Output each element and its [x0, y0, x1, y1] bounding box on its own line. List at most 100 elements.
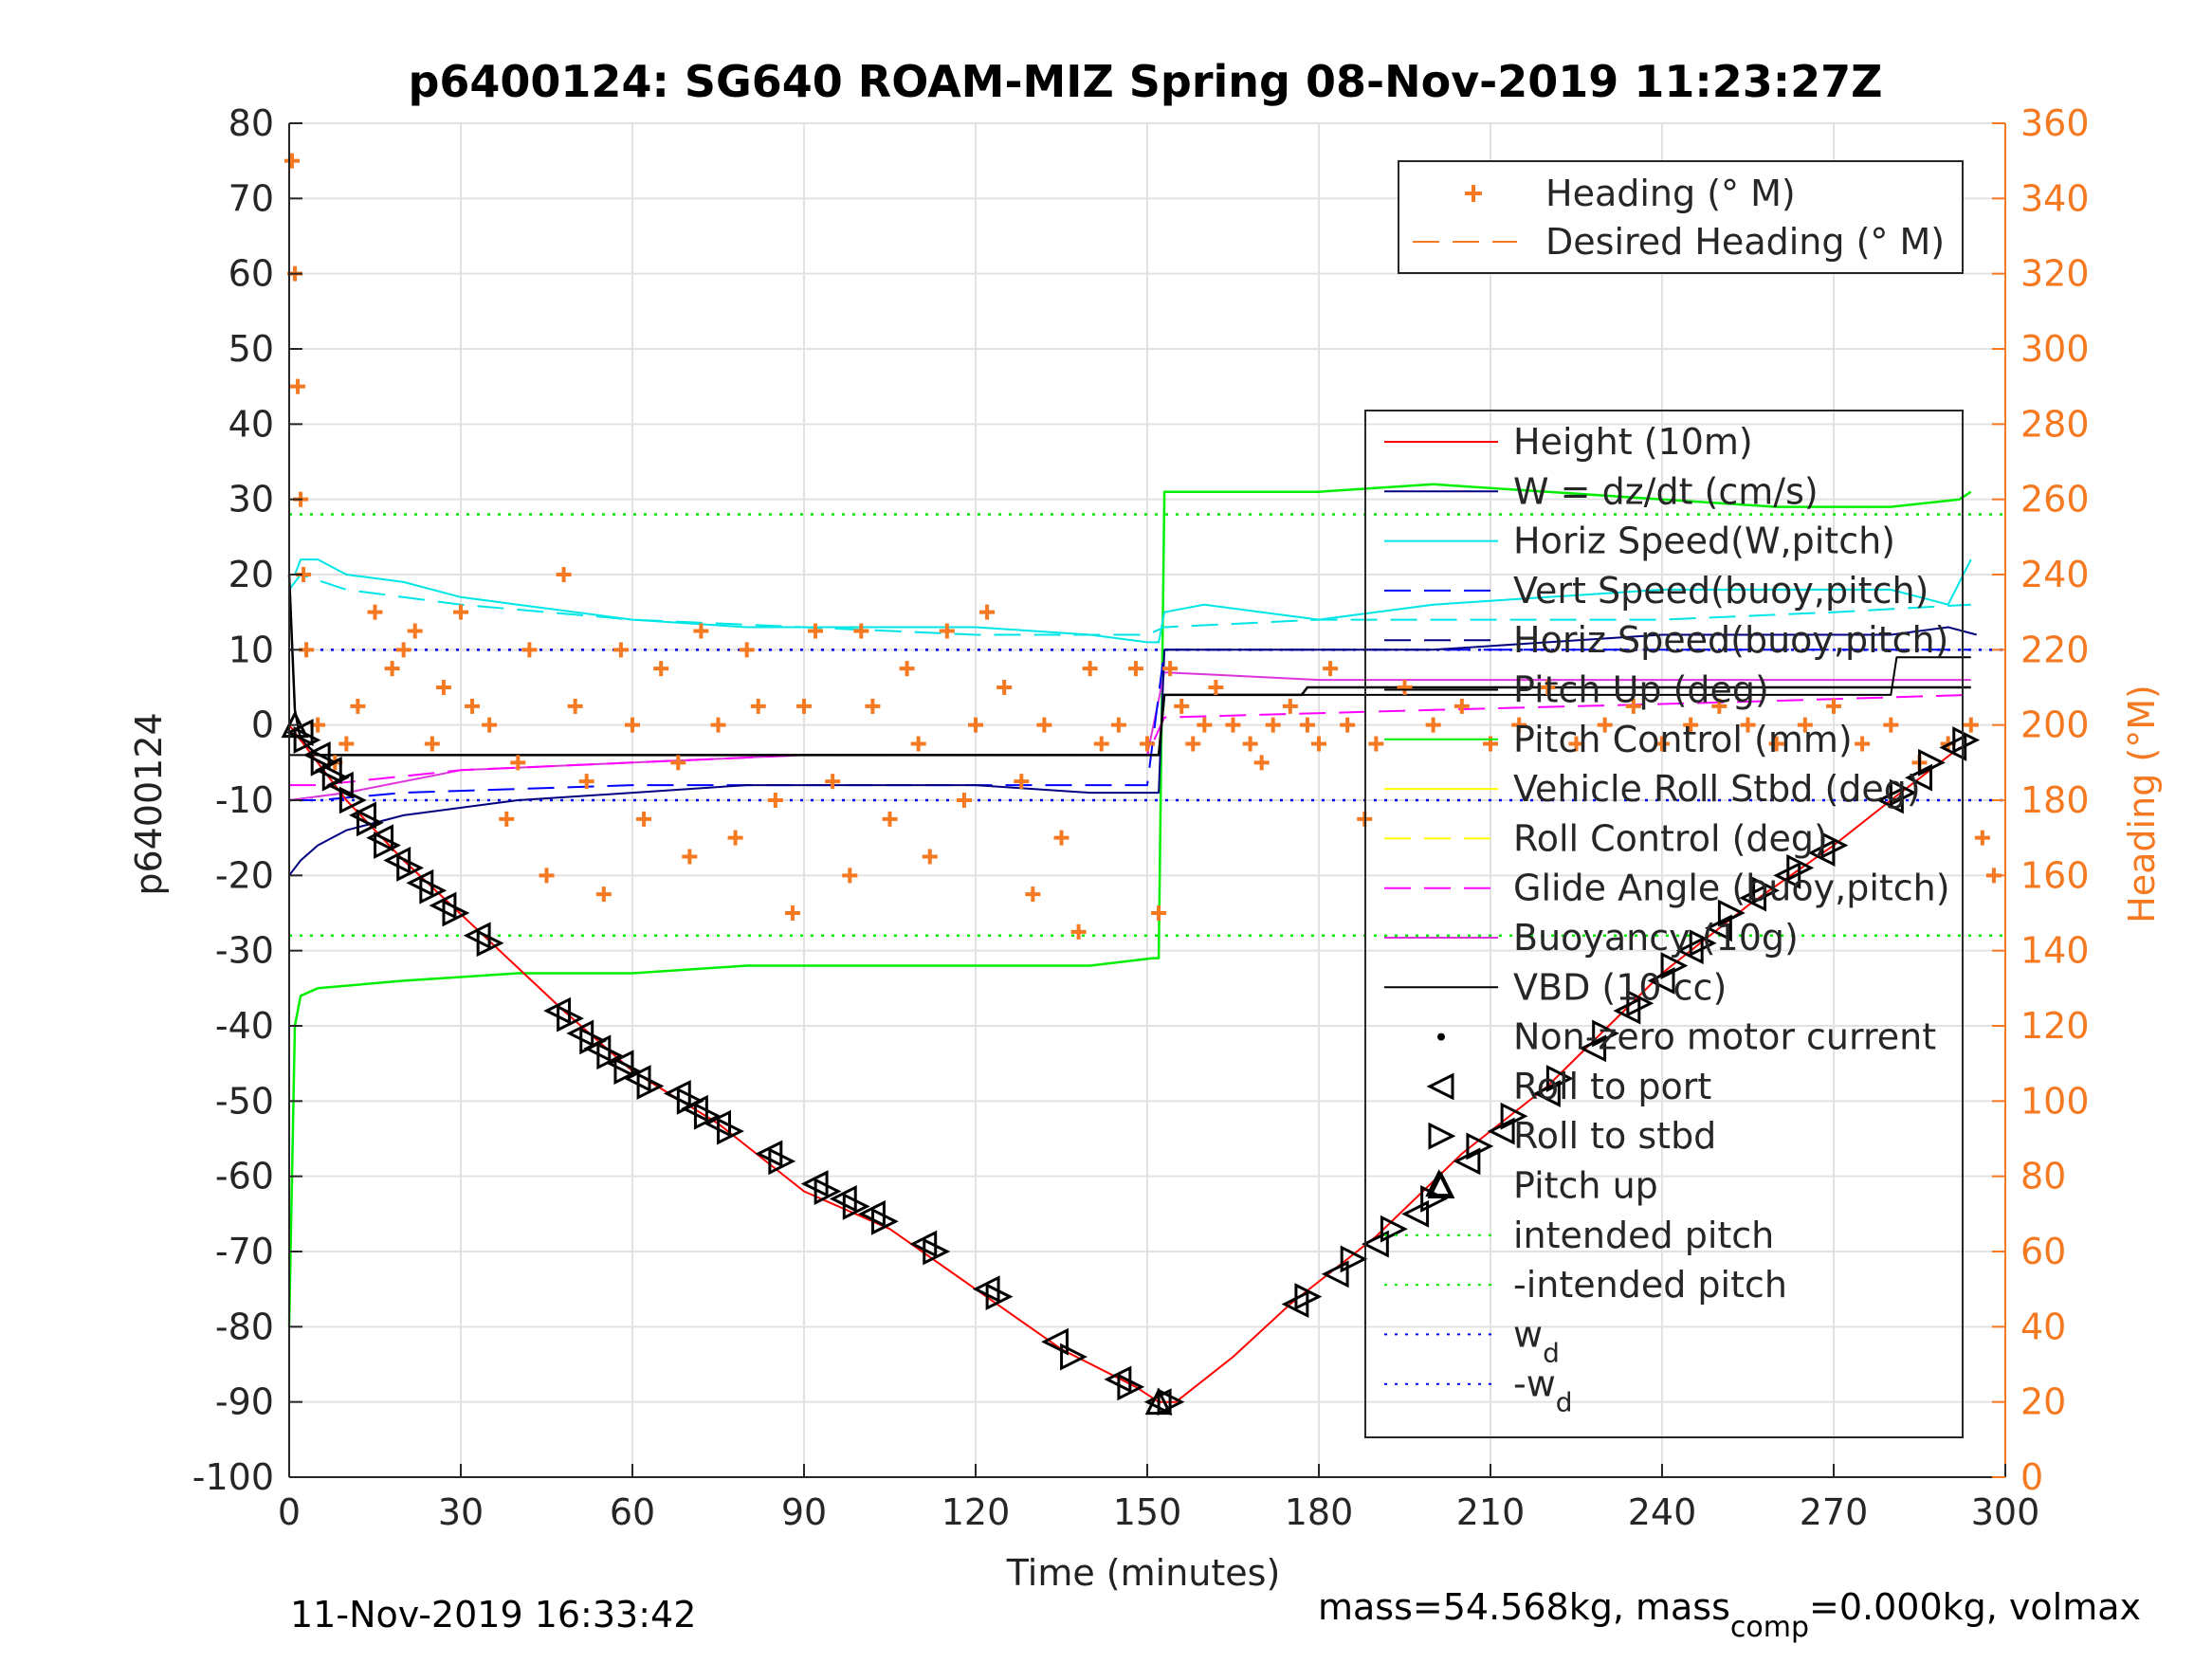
roll-stbd-marker	[1820, 832, 1849, 860]
heading-point	[1740, 717, 1756, 733]
pitch-up-marker	[1144, 1387, 1173, 1416]
roll-stbd-marker	[693, 1102, 722, 1130]
heading-point	[395, 642, 411, 658]
y-axis-right-label: Heading (°M)	[2121, 685, 2163, 923]
y-tick-right-label: 40	[2020, 1306, 2066, 1347]
y-tick-right-label: 300	[2020, 328, 2090, 370]
w-dzdt-line	[288, 626, 1978, 876]
heading-point	[407, 623, 423, 639]
heading-point	[693, 623, 709, 639]
legend-label: Roll Control (deg)	[1513, 817, 1828, 859]
y-tick-right-label: 340	[2020, 177, 2090, 219]
roll-stbd-marker	[985, 1283, 1014, 1311]
roll-stbd-marker	[717, 1117, 744, 1145]
heading-point	[882, 811, 898, 827]
heading-point	[435, 680, 451, 695]
y-tick-left-label: -80	[215, 1306, 274, 1347]
heading-point	[1151, 905, 1167, 921]
roll-port-marker	[349, 801, 376, 830]
roll-stbd-marker	[374, 832, 401, 860]
heading-point	[1127, 661, 1143, 677]
legend-sample	[1426, 1072, 1454, 1101]
y-tick-left-label: 70	[229, 177, 274, 219]
heading-point	[1025, 886, 1041, 903]
roll-stbd-marker	[476, 929, 504, 958]
y-tick-right-label: 320	[2020, 253, 2090, 295]
y-tick-left-label: 40	[229, 403, 274, 445]
heading-point	[1208, 680, 1224, 695]
heading-point	[465, 698, 481, 714]
heading-point	[1768, 736, 1784, 752]
legend-label: Height (10m)	[1513, 421, 1753, 463]
heading-point	[1070, 923, 1087, 940]
x-tick-label: 90	[781, 1491, 827, 1533]
heading-point	[1855, 736, 1871, 752]
heading-point	[367, 604, 383, 620]
heading-point	[556, 567, 572, 582]
roll-stbd-marker	[1689, 929, 1717, 958]
roll-stbd-marker	[1786, 853, 1815, 882]
x-tick-label: 180	[1285, 1491, 1354, 1533]
heading-point	[922, 849, 938, 865]
heading-point	[1568, 736, 1584, 752]
legend-heading-label: Heading (° M)	[1545, 173, 1796, 214]
heading-point	[899, 661, 915, 677]
heading-point	[1368, 736, 1384, 752]
heading-point	[1053, 830, 1069, 846]
legend-label: Vert Speed(buoy,pitch)	[1513, 570, 1929, 612]
roll-port-marker	[1041, 1327, 1069, 1356]
heading-legend-box	[1398, 160, 1964, 274]
heading-point	[1654, 736, 1670, 752]
roll-port-marker	[1321, 1260, 1349, 1288]
heading-point	[499, 811, 515, 827]
y-tick-left-label: 50	[229, 328, 274, 370]
x-tick-label: 120	[941, 1491, 1011, 1533]
y-tick-right-label: 80	[2020, 1156, 2066, 1197]
heading-point	[1282, 698, 1298, 714]
x-tick-label: 270	[1800, 1491, 1869, 1533]
heading-point	[968, 717, 983, 733]
heading-point	[808, 623, 824, 639]
roll-stbd-marker	[1060, 1343, 1088, 1371]
y-tick-left-label: 10	[229, 629, 274, 670]
heading-point	[796, 698, 812, 714]
roll-stbd-marker	[1626, 989, 1654, 1017]
heading-point	[842, 868, 858, 884]
heading-point	[1242, 736, 1258, 752]
vert-speed-buoy-line	[289, 649, 1971, 801]
roll-stbd-marker	[923, 1237, 951, 1266]
heading-point	[1974, 830, 1990, 846]
heading-point	[539, 868, 555, 884]
roll-stbd-marker	[1294, 1283, 1323, 1311]
heading-point	[1082, 661, 1098, 677]
roll-port-marker	[1361, 1230, 1389, 1258]
chart-title: p6400124: SG640 ROAM-MIZ Spring 08-Nov-2…	[408, 56, 1882, 107]
heading-point	[290, 378, 306, 394]
roll-stbd-marker	[596, 1042, 625, 1070]
heading-point	[567, 698, 583, 714]
x-tick-label: 300	[1971, 1491, 2040, 1533]
legend-label: Roll to port	[1513, 1066, 1711, 1107]
heading-point	[1197, 717, 1213, 733]
heading-point	[1540, 680, 1556, 695]
roll-port-marker	[1401, 1199, 1430, 1228]
footer-timestamp: 11-Nov-2019 16:33:42	[290, 1594, 696, 1636]
heading-point	[956, 793, 972, 808]
roll-stbd-marker	[338, 786, 367, 814]
y-tick-right-label: 60	[2020, 1231, 2066, 1272]
heading-point	[653, 661, 669, 677]
roll-stbd-marker	[1717, 899, 1746, 927]
legend-label: Pitch up	[1513, 1165, 1658, 1207]
heading-point	[453, 604, 468, 620]
heading-point	[1597, 717, 1613, 733]
heading-point	[578, 774, 594, 790]
heading-point	[1511, 717, 1527, 733]
heading-point	[1253, 755, 1270, 771]
heading-point	[625, 717, 640, 733]
roll-stbd-marker	[1752, 876, 1780, 905]
roll-stbd-marker	[1500, 1102, 1528, 1130]
heading-point	[1826, 698, 1841, 714]
heading-point	[521, 642, 538, 658]
pitch-control-line	[287, 483, 1972, 1327]
